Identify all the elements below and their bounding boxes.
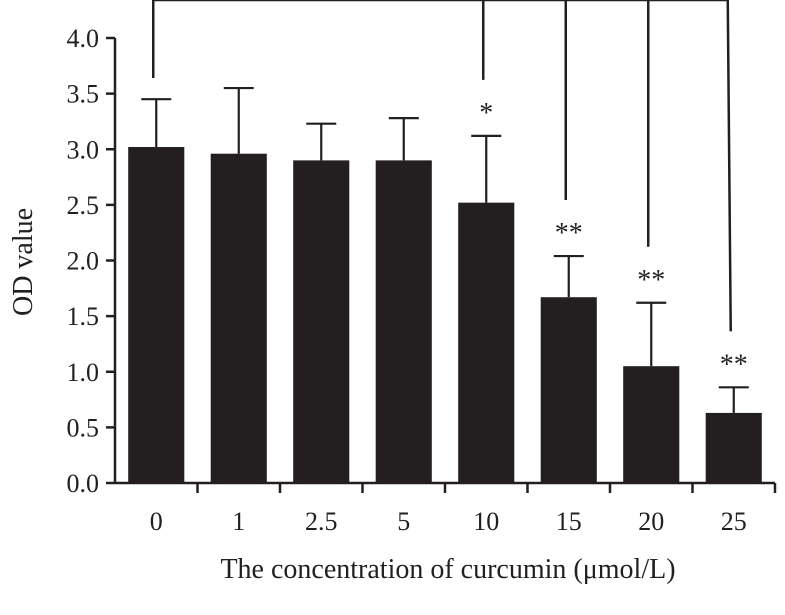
bar <box>458 202 515 483</box>
x-ticks-group: 0 1 2.5 5 10 15 20 25 <box>150 483 777 536</box>
y-tick-label: 1.5 <box>67 302 100 331</box>
x-tick-label: 15 <box>556 507 582 536</box>
x-tick-label: 0 <box>150 507 163 536</box>
error-bars-group <box>141 86 749 413</box>
y-tick-label: 4.0 <box>67 24 100 53</box>
y-tick-label: 2.0 <box>67 247 100 276</box>
y-tick-label: 3.5 <box>67 80 100 109</box>
bar <box>210 153 267 483</box>
significance-mark: ** <box>720 349 748 380</box>
significance-mark: ** <box>637 265 665 296</box>
x-tick-label: 2.5 <box>305 507 338 536</box>
y-axis-title: OD value <box>8 208 39 316</box>
bar <box>623 366 680 483</box>
y-tick-label: 3.0 <box>67 135 100 164</box>
x-tick-label: 1 <box>232 507 245 536</box>
significance-mark: * <box>479 98 493 129</box>
bar <box>128 147 185 483</box>
y-tick-label: 1.0 <box>67 358 100 387</box>
bracket-drop-line <box>726 0 732 332</box>
bar <box>540 297 597 483</box>
x-axis-title: The concentration of curcumin (μmol/L) <box>220 554 675 585</box>
y-tick-label: 2.5 <box>67 191 100 220</box>
x-tick-label: 5 <box>397 507 410 536</box>
bars-group <box>128 147 762 483</box>
significance-group: ******* <box>479 98 748 380</box>
bar <box>705 412 762 483</box>
bar <box>293 160 350 483</box>
x-tick-label: 20 <box>638 507 664 536</box>
bar <box>375 160 432 483</box>
x-tick-label: 25 <box>721 507 747 536</box>
x-tick-label: 10 <box>473 507 499 536</box>
y-ticks-group: 0.0 0.5 1.0 1.5 2.0 2.5 3.0 3.5 4.0 <box>67 24 115 498</box>
y-tick-label: 0.0 <box>67 469 100 498</box>
comparison-bracket <box>152 0 732 332</box>
y-tick-label: 0.5 <box>67 413 100 442</box>
significance-mark: ** <box>555 218 583 249</box>
